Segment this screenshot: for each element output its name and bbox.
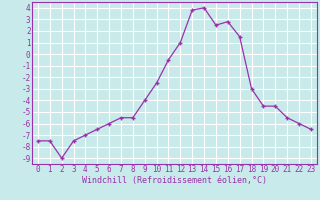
X-axis label: Windchill (Refroidissement éolien,°C): Windchill (Refroidissement éolien,°C) [82, 176, 267, 185]
